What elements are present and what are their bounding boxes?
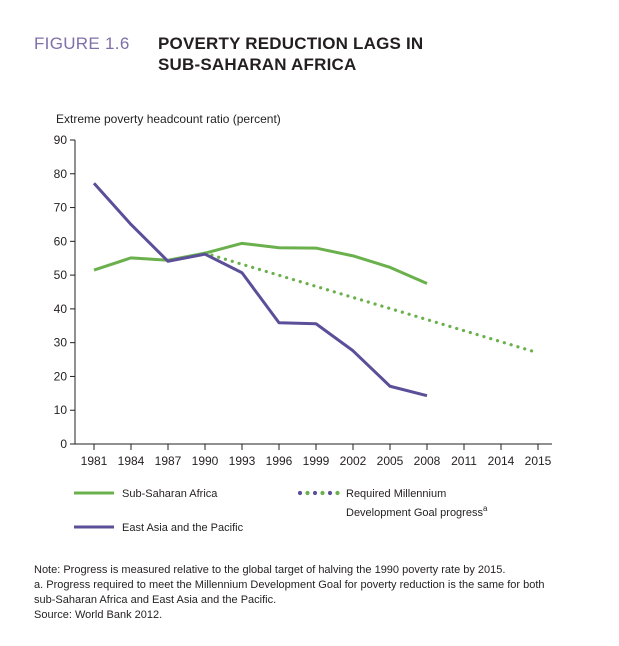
legend-dot	[305, 490, 310, 496]
y-tick-label: 80	[54, 167, 68, 181]
legend-label-mdg-line-2-text: Development Goal progress	[346, 507, 483, 519]
x-ticks: 1981 1984 1987 1990 1993 1996 1999 2002 2005 2008…	[81, 444, 552, 468]
figure-label: FIGURE 1.6	[34, 34, 130, 53]
poverty-line-chart: Extreme poverty headcount ratio (percent…	[54, 112, 552, 534]
x-tick-label: 1990	[192, 454, 219, 468]
x-tick-label: 2002	[340, 454, 367, 468]
series-line-mdg-progress	[203, 251, 540, 355]
footnote-a-line-1: a. Progress required to meet the Millenn…	[34, 579, 545, 591]
y-tick-label: 90	[54, 133, 68, 147]
series-line-sub-saharan-africa	[93, 241, 428, 285]
figure-title: POVERTY REDUCTION LAGS IN SUB-SAHARAN AF…	[158, 33, 423, 75]
x-tick-label: 1987	[155, 454, 182, 468]
legend-label-mdg-line-1: Required Millennium	[346, 488, 446, 500]
y-tick-label: 10	[54, 403, 68, 417]
x-tick-label: 1996	[266, 454, 293, 468]
note-text: Note: Progress is measured relative to t…	[34, 564, 506, 576]
source-text: Source: World Bank 2012.	[34, 609, 163, 621]
x-tick-label: 1984	[118, 454, 145, 468]
figure-title-line-1: POVERTY REDUCTION LAGS IN	[158, 34, 424, 53]
y-axis-title: Extreme poverty headcount ratio (percent…	[56, 112, 281, 126]
y-tick-label: 30	[54, 336, 68, 350]
legend-label-sub-saharan-africa: Sub-Saharan Africa	[122, 488, 218, 500]
y-tick-label: 20	[54, 369, 68, 383]
y-tick-label: 0	[60, 437, 67, 451]
x-tick-label: 2014	[488, 454, 515, 468]
x-tick-label: 1981	[81, 454, 108, 468]
chart-axes	[74, 140, 552, 445]
legend-dot	[320, 490, 325, 496]
y-tick-label: 60	[54, 234, 68, 248]
legend-dot	[327, 490, 333, 496]
x-tick-label: 2005	[377, 454, 404, 468]
series-line-east-asia-pacific	[92, 182, 428, 398]
x-tick-label: 2011	[451, 454, 477, 468]
figure-title-line-2: SUB-SAHARAN AFRICA	[158, 55, 357, 74]
legend-label-east-asia-pacific: East Asia and the Pacific	[122, 522, 244, 534]
legend-superscript-a: a	[483, 504, 488, 513]
x-tick-label: 2015	[525, 454, 552, 468]
legend-dot	[312, 490, 318, 496]
figure-notes: Note: Progress is measured relative to t…	[34, 563, 604, 623]
chart-legend: Sub-Saharan Africa East Asia and the Pac…	[74, 488, 488, 534]
legend-dot	[297, 490, 303, 496]
y-tick-label: 70	[54, 201, 68, 215]
x-tick-label: 1999	[303, 454, 330, 468]
x-tick-label: 1993	[229, 454, 256, 468]
x-tick-label: 2008	[414, 454, 441, 468]
footnote-a-line-2: sub-Saharan Africa and East Asia and the…	[34, 594, 277, 606]
y-ticks: 0 10 20 30 40 50 60 70 80 90	[54, 133, 75, 451]
y-tick-label: 40	[54, 302, 68, 316]
legend-dot	[335, 490, 340, 496]
legend-swatch-mdg-progress	[297, 490, 340, 496]
legend-label-mdg-line-2: Development Goal progressa	[346, 504, 488, 519]
series-layer	[92, 182, 540, 398]
y-tick-label: 50	[54, 268, 68, 282]
